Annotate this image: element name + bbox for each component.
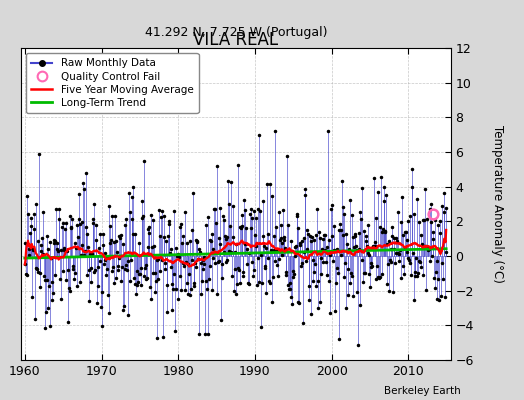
Legend: Raw Monthly Data, Quality Control Fail, Five Year Moving Average, Long-Term Tren: Raw Monthly Data, Quality Control Fail, … — [26, 53, 199, 113]
Y-axis label: Temperature Anomaly (°C): Temperature Anomaly (°C) — [490, 125, 504, 283]
Text: 41.292 N, 7.725 W (Portugal): 41.292 N, 7.725 W (Portugal) — [145, 26, 327, 39]
Text: Berkeley Earth: Berkeley Earth — [385, 386, 461, 396]
Title: VILA REAL: VILA REAL — [193, 31, 278, 49]
